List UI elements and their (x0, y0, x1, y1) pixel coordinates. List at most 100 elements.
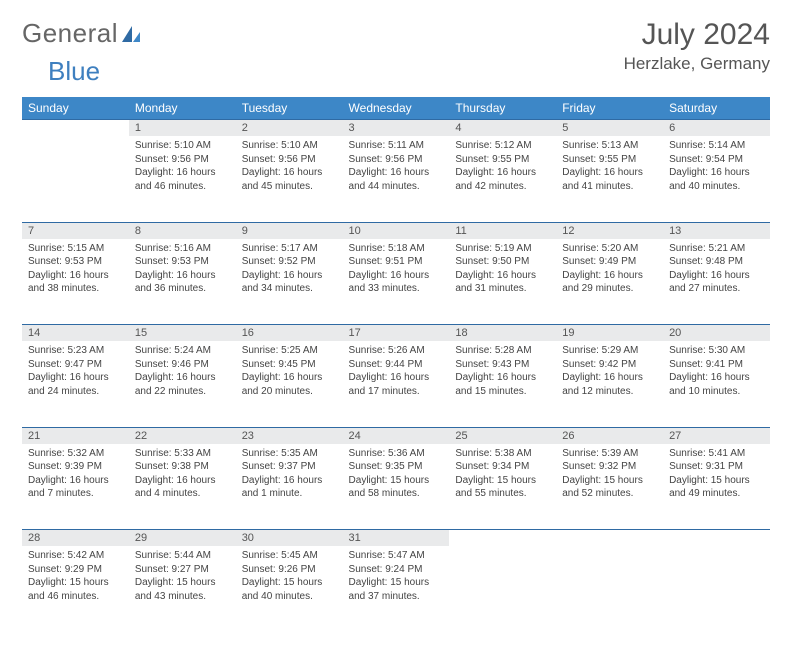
day-content-row: Sunrise: 5:32 AMSunset: 9:39 PMDaylight:… (22, 444, 770, 530)
sunset-text: Sunset: 9:50 PM (455, 255, 550, 269)
title-block: July 2024 Herzlake, Germany (624, 18, 770, 74)
daylight-text: Daylight: 16 hours and 22 minutes. (135, 371, 230, 398)
day-content-row: Sunrise: 5:15 AMSunset: 9:53 PMDaylight:… (22, 239, 770, 325)
day-number (663, 530, 770, 547)
day-cell (556, 546, 663, 632)
day-cell: Sunrise: 5:11 AMSunset: 9:56 PMDaylight:… (343, 136, 450, 222)
daylight-text: Daylight: 16 hours and 41 minutes. (562, 166, 657, 193)
sunset-text: Sunset: 9:42 PM (562, 358, 657, 372)
daylight-text: Daylight: 16 hours and 10 minutes. (669, 371, 764, 398)
sunset-text: Sunset: 9:53 PM (135, 255, 230, 269)
day-number: 24 (343, 427, 450, 444)
day-number: 1 (129, 120, 236, 137)
day-cell: Sunrise: 5:32 AMSunset: 9:39 PMDaylight:… (22, 444, 129, 530)
day-cell: Sunrise: 5:38 AMSunset: 9:34 PMDaylight:… (449, 444, 556, 530)
day-number: 20 (663, 325, 770, 342)
sunrise-text: Sunrise: 5:41 AM (669, 447, 764, 461)
daylight-text: Daylight: 16 hours and 45 minutes. (242, 166, 337, 193)
sunrise-text: Sunrise: 5:39 AM (562, 447, 657, 461)
sunset-text: Sunset: 9:39 PM (28, 460, 123, 474)
weekday-header: Thursday (449, 97, 556, 120)
sunset-text: Sunset: 9:44 PM (349, 358, 444, 372)
day-number: 19 (556, 325, 663, 342)
daylight-text: Daylight: 15 hours and 52 minutes. (562, 474, 657, 501)
sunset-text: Sunset: 9:31 PM (669, 460, 764, 474)
day-number-row: 28293031 (22, 530, 770, 547)
day-number-row: 78910111213 (22, 222, 770, 239)
day-cell: Sunrise: 5:21 AMSunset: 9:48 PMDaylight:… (663, 239, 770, 325)
logo-sail-icon (120, 24, 142, 44)
daylight-text: Daylight: 16 hours and 46 minutes. (135, 166, 230, 193)
day-cell: Sunrise: 5:16 AMSunset: 9:53 PMDaylight:… (129, 239, 236, 325)
day-number: 30 (236, 530, 343, 547)
day-number: 23 (236, 427, 343, 444)
day-number: 26 (556, 427, 663, 444)
weekday-header: Sunday (22, 97, 129, 120)
daylight-text: Daylight: 16 hours and 15 minutes. (455, 371, 550, 398)
day-number: 18 (449, 325, 556, 342)
weekday-header: Saturday (663, 97, 770, 120)
sunset-text: Sunset: 9:56 PM (349, 153, 444, 167)
day-cell: Sunrise: 5:41 AMSunset: 9:31 PMDaylight:… (663, 444, 770, 530)
sunset-text: Sunset: 9:48 PM (669, 255, 764, 269)
day-number: 21 (22, 427, 129, 444)
sunrise-text: Sunrise: 5:12 AM (455, 139, 550, 153)
sunrise-text: Sunrise: 5:33 AM (135, 447, 230, 461)
day-cell: Sunrise: 5:44 AMSunset: 9:27 PMDaylight:… (129, 546, 236, 632)
sunset-text: Sunset: 9:51 PM (349, 255, 444, 269)
weekday-header: Wednesday (343, 97, 450, 120)
sunrise-text: Sunrise: 5:25 AM (242, 344, 337, 358)
daylight-text: Daylight: 15 hours and 49 minutes. (669, 474, 764, 501)
day-cell: Sunrise: 5:19 AMSunset: 9:50 PMDaylight:… (449, 239, 556, 325)
day-number: 28 (22, 530, 129, 547)
day-number: 31 (343, 530, 450, 547)
daylight-text: Daylight: 16 hours and 36 minutes. (135, 269, 230, 296)
sunset-text: Sunset: 9:46 PM (135, 358, 230, 372)
weekday-header-row: Sunday Monday Tuesday Wednesday Thursday… (22, 97, 770, 120)
sunrise-text: Sunrise: 5:23 AM (28, 344, 123, 358)
day-cell: Sunrise: 5:23 AMSunset: 9:47 PMDaylight:… (22, 341, 129, 427)
daylight-text: Daylight: 16 hours and 42 minutes. (455, 166, 550, 193)
day-cell: Sunrise: 5:10 AMSunset: 9:56 PMDaylight:… (129, 136, 236, 222)
sunset-text: Sunset: 9:49 PM (562, 255, 657, 269)
daylight-text: Daylight: 16 hours and 31 minutes. (455, 269, 550, 296)
daylight-text: Daylight: 16 hours and 34 minutes. (242, 269, 337, 296)
day-number: 14 (22, 325, 129, 342)
day-content-row: Sunrise: 5:42 AMSunset: 9:29 PMDaylight:… (22, 546, 770, 632)
sunrise-text: Sunrise: 5:15 AM (28, 242, 123, 256)
sunset-text: Sunset: 9:43 PM (455, 358, 550, 372)
day-number-row: 14151617181920 (22, 325, 770, 342)
day-cell (449, 546, 556, 632)
day-cell: Sunrise: 5:14 AMSunset: 9:54 PMDaylight:… (663, 136, 770, 222)
day-cell: Sunrise: 5:29 AMSunset: 9:42 PMDaylight:… (556, 341, 663, 427)
sunset-text: Sunset: 9:55 PM (455, 153, 550, 167)
daylight-text: Daylight: 16 hours and 20 minutes. (242, 371, 337, 398)
sunset-text: Sunset: 9:29 PM (28, 563, 123, 577)
day-cell: Sunrise: 5:25 AMSunset: 9:45 PMDaylight:… (236, 341, 343, 427)
day-number (449, 530, 556, 547)
day-number-row: 123456 (22, 120, 770, 137)
sunrise-text: Sunrise: 5:14 AM (669, 139, 764, 153)
day-cell: Sunrise: 5:13 AMSunset: 9:55 PMDaylight:… (556, 136, 663, 222)
day-cell (22, 136, 129, 222)
day-cell: Sunrise: 5:20 AMSunset: 9:49 PMDaylight:… (556, 239, 663, 325)
sunrise-text: Sunrise: 5:26 AM (349, 344, 444, 358)
sunrise-text: Sunrise: 5:36 AM (349, 447, 444, 461)
sunset-text: Sunset: 9:45 PM (242, 358, 337, 372)
day-number: 11 (449, 222, 556, 239)
day-cell: Sunrise: 5:17 AMSunset: 9:52 PMDaylight:… (236, 239, 343, 325)
day-content-row: Sunrise: 5:10 AMSunset: 9:56 PMDaylight:… (22, 136, 770, 222)
day-cell: Sunrise: 5:39 AMSunset: 9:32 PMDaylight:… (556, 444, 663, 530)
daylight-text: Daylight: 16 hours and 27 minutes. (669, 269, 764, 296)
sunrise-text: Sunrise: 5:38 AM (455, 447, 550, 461)
day-cell: Sunrise: 5:26 AMSunset: 9:44 PMDaylight:… (343, 341, 450, 427)
sunrise-text: Sunrise: 5:29 AM (562, 344, 657, 358)
day-number: 22 (129, 427, 236, 444)
sunrise-text: Sunrise: 5:45 AM (242, 549, 337, 563)
sunset-text: Sunset: 9:24 PM (349, 563, 444, 577)
day-cell: Sunrise: 5:18 AMSunset: 9:51 PMDaylight:… (343, 239, 450, 325)
sunset-text: Sunset: 9:38 PM (135, 460, 230, 474)
sunset-text: Sunset: 9:54 PM (669, 153, 764, 167)
sunset-text: Sunset: 9:37 PM (242, 460, 337, 474)
day-cell: Sunrise: 5:12 AMSunset: 9:55 PMDaylight:… (449, 136, 556, 222)
